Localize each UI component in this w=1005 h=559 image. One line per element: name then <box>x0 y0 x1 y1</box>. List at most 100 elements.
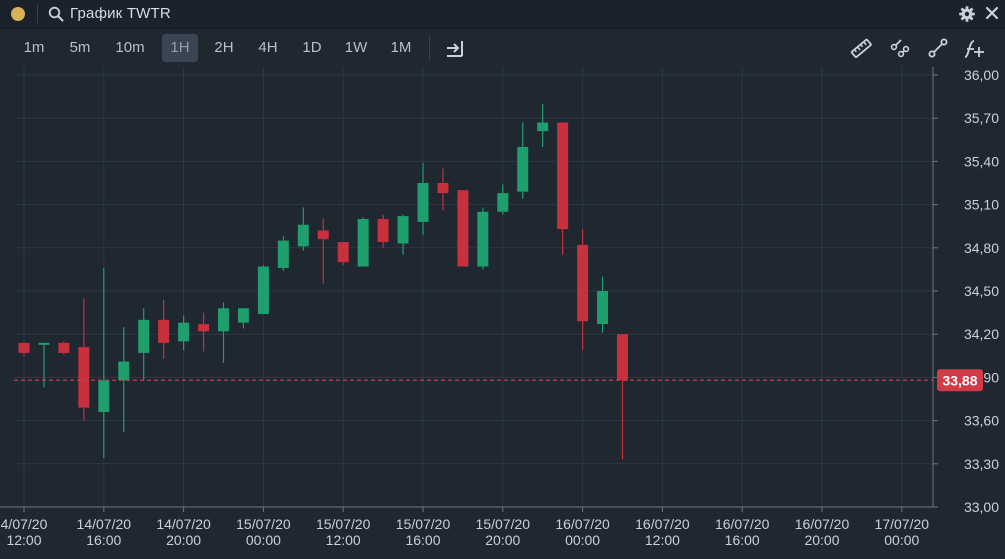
candle <box>517 122 529 199</box>
candle <box>257 265 269 315</box>
y-axis-label: 35,40 <box>964 153 999 169</box>
x-axis-date-label: 16/07/20 <box>555 516 610 532</box>
x-axis-time-label: 00:00 <box>565 532 600 548</box>
x-axis-date-label: 16/07/20 <box>635 516 690 532</box>
last-price-tag <box>937 369 983 392</box>
candle <box>277 236 289 271</box>
candle <box>437 168 449 211</box>
candle-body <box>537 122 549 132</box>
candle-body <box>357 219 369 267</box>
x-axis-date-label: 15/07/20 <box>476 516 531 532</box>
candle <box>377 214 389 248</box>
close-icon[interactable] <box>983 4 1001 22</box>
add-indicator-icon[interactable] <box>963 37 985 59</box>
x-axis-date-label: 15/07/20 <box>236 516 291 532</box>
candle <box>557 122 569 255</box>
x-axis-time-label: 12:00 <box>6 532 41 548</box>
candle-body <box>78 347 90 408</box>
candle-body <box>497 193 509 212</box>
x-axis-time-label: 20:00 <box>485 532 520 548</box>
candle <box>537 103 549 147</box>
y-axis-label: 34,50 <box>964 283 999 299</box>
x-axis-time-label: 12:00 <box>326 532 361 548</box>
x-axis-date-label: 15/07/20 <box>396 516 451 532</box>
price-chart[interactable]: 36,0035,7035,4035,1034,8034,5034,2033,90… <box>0 67 1005 559</box>
candle <box>417 162 429 235</box>
x-axis-time-label: 20:00 <box>804 532 839 548</box>
candle-body <box>198 324 210 332</box>
candle <box>297 207 309 251</box>
gear-icon[interactable] <box>958 5 976 23</box>
candle-body <box>317 230 329 240</box>
y-axis-label: 35,70 <box>964 110 999 126</box>
x-axis-time-label: 20:00 <box>166 532 201 548</box>
x-axis-time-label: 00:00 <box>246 532 281 548</box>
candle <box>138 308 150 381</box>
candle-body <box>337 242 349 263</box>
x-axis-date-label: 15/07/20 <box>316 516 371 532</box>
y-axis-label: 33,00 <box>964 499 999 515</box>
candle <box>98 267 110 459</box>
candle-body <box>437 183 449 194</box>
candle <box>337 242 349 266</box>
timeframe-1h-button[interactable]: 1H <box>162 34 198 62</box>
timeframe-1m-month-button[interactable]: 1M <box>390 39 412 56</box>
candle-body <box>517 147 529 192</box>
candle <box>158 299 170 359</box>
candle-body <box>218 308 229 332</box>
toolbar-separator <box>429 36 430 60</box>
timeframe-1w-button[interactable]: 1W <box>344 39 368 56</box>
x-axis-date-label: 16/07/20 <box>715 516 770 532</box>
timeframe-4h-button[interactable]: 4H <box>258 39 278 56</box>
candle <box>477 207 489 270</box>
candle-body <box>118 361 130 381</box>
last-price-label: 33,88 <box>942 372 977 388</box>
candle <box>597 276 609 333</box>
timeframe-1d-button[interactable]: 1D <box>302 39 322 56</box>
ruler-icon[interactable] <box>850 37 872 59</box>
trend-line-icon[interactable] <box>927 37 949 59</box>
candle <box>218 302 229 363</box>
chart-toolbar: 1m 5m 10m 1H 2H 4H 1D 1W 1M <box>0 29 1005 67</box>
candle-body <box>417 183 429 222</box>
candle-body <box>18 342 30 353</box>
parallel-lines-icon[interactable] <box>889 37 911 59</box>
candle-body <box>38 342 50 345</box>
candle-body <box>178 322 190 342</box>
candle-body <box>597 291 609 325</box>
candle-body <box>577 244 589 322</box>
scroll-to-end-icon[interactable] <box>444 37 466 59</box>
y-axis-label: 36,00 <box>964 67 999 83</box>
timeframe-10m-button[interactable]: 10m <box>115 39 145 56</box>
candle <box>357 217 369 267</box>
timeframe-1m-button[interactable]: 1m <box>23 39 45 56</box>
candle-body <box>617 334 628 381</box>
candle-body <box>98 380 110 412</box>
timeframe-5m-button[interactable]: 5m <box>69 39 91 56</box>
y-axis-label: 33,60 <box>964 413 999 429</box>
window-status-dot[interactable] <box>11 7 25 21</box>
candle-body <box>277 240 289 268</box>
timeframe-2h-button[interactable]: 2H <box>214 39 234 56</box>
y-axis-label: 34,80 <box>964 240 999 256</box>
window-title[interactable]: График TWTR <box>70 5 171 22</box>
candle <box>178 315 190 351</box>
candle <box>497 184 509 215</box>
candle <box>317 219 329 284</box>
candle-body <box>297 224 309 247</box>
x-axis-time-label: 12:00 <box>645 532 680 548</box>
candle-body <box>58 342 70 353</box>
candle-body <box>237 308 249 323</box>
candle-body <box>257 266 269 315</box>
search-icon[interactable] <box>48 6 64 22</box>
x-axis-date-label: 14/07/20 <box>156 516 211 532</box>
candle-body <box>457 190 469 267</box>
x-axis-time-label: 00:00 <box>884 532 919 548</box>
y-axis-label: 34,20 <box>964 326 999 342</box>
candle-body <box>557 122 569 230</box>
x-axis-date-label: 4/07/20 <box>1 516 48 532</box>
x-axis-time-label: 16:00 <box>405 532 440 548</box>
candle <box>118 327 130 433</box>
candle <box>397 214 409 255</box>
candle-body <box>377 219 389 243</box>
